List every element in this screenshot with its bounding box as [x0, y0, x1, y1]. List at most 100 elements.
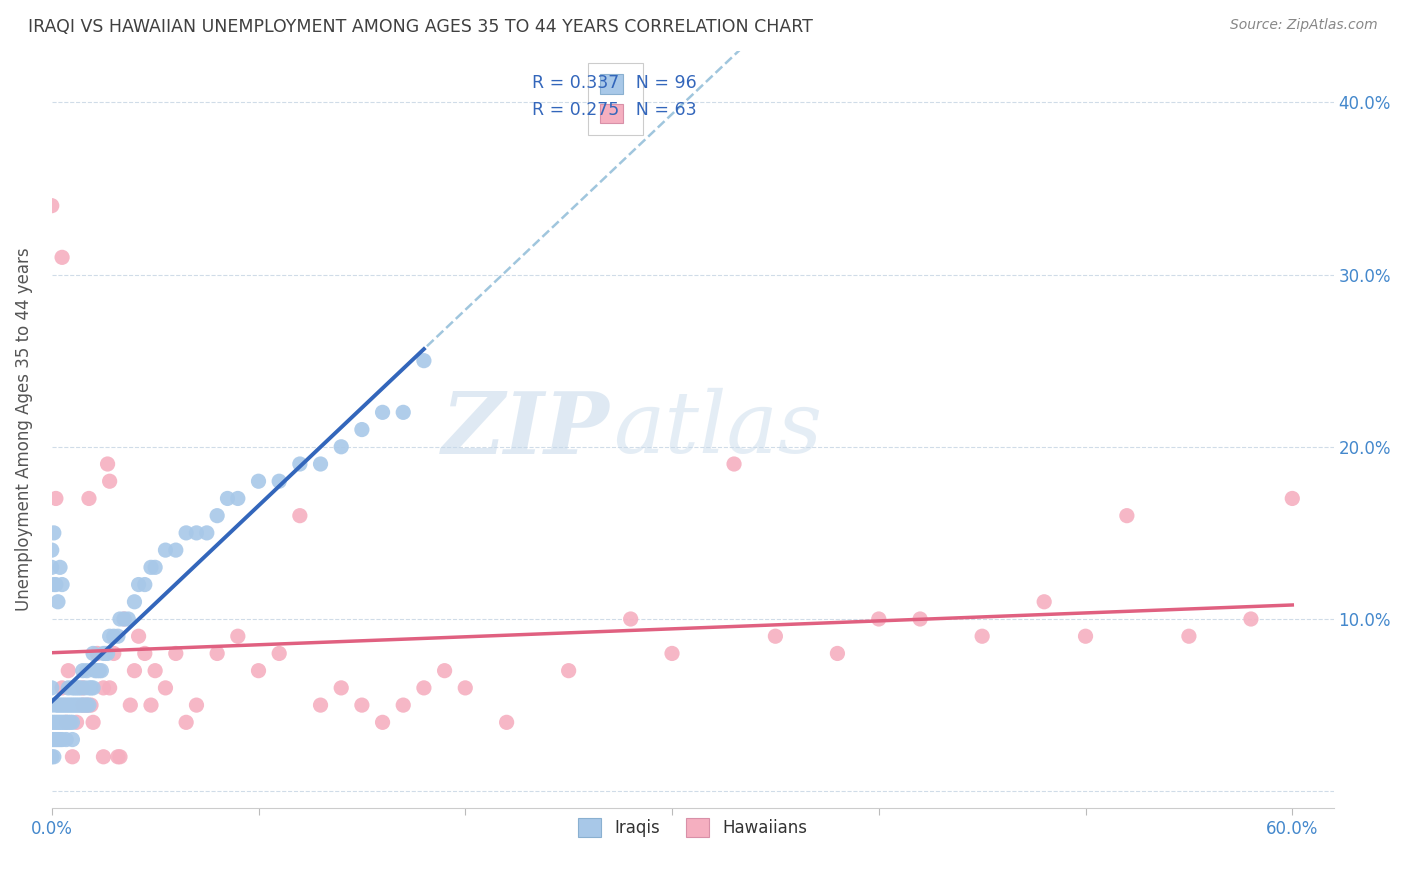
Point — [330, 440, 353, 454]
Point — [45, 491, 67, 506]
Point — [51, 681, 73, 695]
Text: ZIP: ZIP — [441, 388, 609, 471]
Point — [97, 647, 120, 661]
Point — [108, 612, 131, 626]
Point — [392, 405, 415, 419]
Point — [58, 681, 80, 695]
Point — [1033, 595, 1056, 609]
Text: atlas: atlas — [613, 388, 823, 471]
Point — [45, 698, 67, 712]
Point — [93, 681, 115, 695]
Point — [82, 681, 104, 695]
Text: IRAQI VS HAWAIIAN UNEMPLOYMENT AMONG AGES 35 TO 44 YEARS CORRELATION CHART: IRAQI VS HAWAIIAN UNEMPLOYMENT AMONG AGE… — [28, 18, 813, 36]
Point — [186, 525, 208, 540]
Point — [41, 698, 63, 712]
Point — [98, 629, 121, 643]
Point — [763, 629, 786, 643]
Point — [93, 647, 115, 661]
Point — [77, 681, 100, 695]
Point — [226, 491, 249, 506]
Point — [42, 577, 65, 591]
Point — [413, 353, 436, 368]
Point — [108, 749, 131, 764]
Point — [49, 698, 72, 712]
Point — [205, 508, 228, 523]
Point — [72, 698, 94, 712]
Point — [51, 251, 73, 265]
Point — [93, 749, 115, 764]
Point — [195, 525, 218, 540]
Point — [1115, 508, 1137, 523]
Point — [107, 749, 129, 764]
Point — [392, 698, 415, 712]
Point — [42, 525, 65, 540]
Point — [495, 715, 517, 730]
Point — [371, 405, 394, 419]
Point — [55, 732, 77, 747]
Point — [186, 698, 208, 712]
Point — [827, 647, 849, 661]
Point — [139, 560, 162, 574]
Point — [143, 560, 166, 574]
Point — [46, 732, 69, 747]
Point — [103, 647, 125, 661]
Point — [46, 715, 69, 730]
Point — [94, 647, 117, 661]
Point — [972, 629, 994, 643]
Point — [49, 732, 72, 747]
Point — [143, 664, 166, 678]
Point — [45, 732, 67, 747]
Point — [73, 681, 96, 695]
Point — [67, 698, 90, 712]
Point — [620, 612, 643, 626]
Point — [661, 647, 683, 661]
Point — [557, 664, 579, 678]
Point — [217, 491, 239, 506]
Point — [65, 681, 87, 695]
Point — [69, 698, 91, 712]
Point — [42, 715, 65, 730]
Point — [155, 543, 177, 558]
Point — [80, 681, 103, 695]
Point — [247, 664, 270, 678]
Point — [309, 457, 332, 471]
Point — [205, 647, 228, 661]
Point — [174, 715, 197, 730]
Point — [55, 715, 77, 730]
Point — [433, 664, 456, 678]
Point — [77, 698, 100, 712]
Point — [62, 732, 84, 747]
Point — [51, 698, 73, 712]
Point — [868, 612, 890, 626]
Point — [139, 698, 162, 712]
Point — [288, 457, 311, 471]
Point — [89, 664, 111, 678]
Point — [98, 681, 121, 695]
Point — [41, 681, 63, 695]
Point — [41, 715, 63, 730]
Point — [112, 612, 135, 626]
Point — [174, 525, 197, 540]
Legend: Iraqis, Hawaiians: Iraqis, Hawaiians — [569, 810, 815, 846]
Point — [165, 543, 187, 558]
Point — [98, 474, 121, 488]
Point — [86, 647, 108, 661]
Text: Source: ZipAtlas.com: Source: ZipAtlas.com — [1230, 18, 1378, 32]
Text: R = 0.275   N = 63: R = 0.275 N = 63 — [533, 101, 697, 119]
Point — [65, 715, 87, 730]
Point — [58, 715, 80, 730]
Point — [124, 595, 146, 609]
Point — [134, 577, 156, 591]
Point — [80, 698, 103, 712]
Text: R = 0.337   N = 96: R = 0.337 N = 96 — [533, 73, 697, 92]
Point — [1281, 491, 1303, 506]
Point — [97, 457, 120, 471]
Point — [288, 508, 311, 523]
Point — [247, 474, 270, 488]
Point — [72, 698, 94, 712]
Point — [90, 664, 112, 678]
Point — [128, 577, 150, 591]
Point — [53, 698, 76, 712]
Point — [413, 681, 436, 695]
Point — [155, 681, 177, 695]
